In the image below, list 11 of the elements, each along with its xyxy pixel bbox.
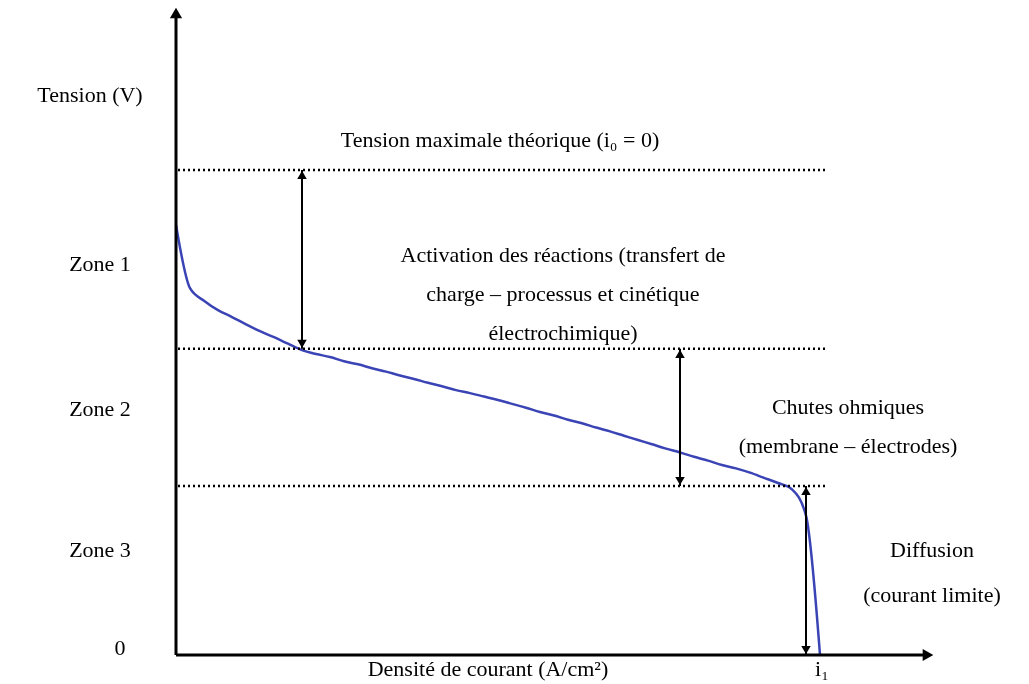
text: Diffusion (courant limite) xyxy=(863,537,1001,607)
annotation: Activation des réactions (transfert de charge – processus et cinétique électrochimique) xyxy=(400,242,726,345)
text: Zone 3 xyxy=(69,537,131,562)
text: Zone 1 xyxy=(69,251,131,276)
annotation: Chutes ohmiques (membrane – électrodes) xyxy=(738,394,958,458)
text: Tension maximale théorique (i₀ = 0) xyxy=(340,127,660,152)
text: 0 xyxy=(114,635,126,660)
text: Tension (V) xyxy=(37,82,143,107)
x-axis-title: Densité de courant (A/cm²) xyxy=(367,656,609,681)
text: Zone 2 xyxy=(69,396,131,421)
text: i₁ xyxy=(815,656,829,681)
